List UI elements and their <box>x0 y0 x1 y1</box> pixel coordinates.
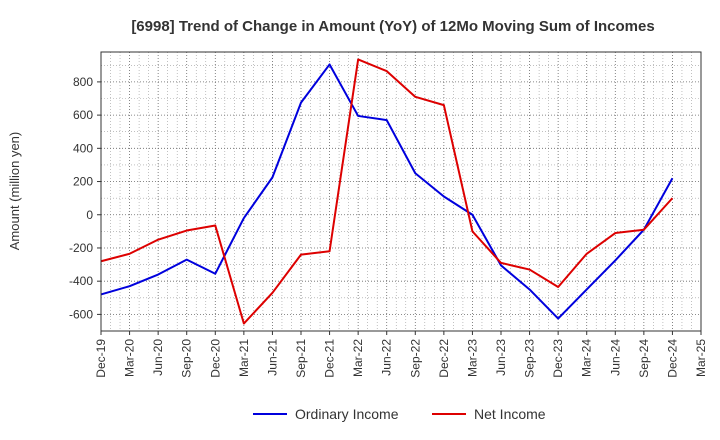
x-tick-label: Dec-19 <box>94 339 108 378</box>
y-tick-label: -600 <box>69 307 93 321</box>
y-tick-label: 800 <box>73 75 93 89</box>
x-tick-label: Sep-24 <box>637 339 651 378</box>
plot-axes: -600 -400 -200 0 200 400 600 800 Dec-19 Mar-20 Jun… <box>69 51 708 378</box>
x-tick-label: Dec-23 <box>551 339 565 378</box>
x-tick-label: Jun-20 <box>151 339 165 376</box>
x-tick-label: Jun-21 <box>265 339 279 376</box>
x-tick-label: Mar-21 <box>237 339 251 377</box>
y-tick-label: 200 <box>73 175 93 189</box>
x-tick-label: Sep-20 <box>180 339 194 378</box>
x-tick-label: Mar-23 <box>465 339 479 377</box>
x-tick-label: Mar-24 <box>580 339 594 377</box>
x-tick-label: Dec-20 <box>208 339 222 378</box>
x-tick-label: Sep-21 <box>294 339 308 378</box>
x-tick-label: Mar-25 <box>694 339 708 377</box>
legend-label-ordinary-income: Ordinary Income <box>295 406 399 422</box>
chart-title: [6998] Trend of Change in Amount (YoY) o… <box>131 18 654 35</box>
x-tick-label: Jun-24 <box>608 339 622 376</box>
plot-grid <box>100 52 702 332</box>
y-tick-label: 600 <box>73 108 93 122</box>
series-line-ordinary-income <box>100 63 674 320</box>
y-axis-label: Amount (million yen) <box>7 132 22 251</box>
x-tick-label: Sep-22 <box>408 339 422 378</box>
legend-label-net-income: Net Income <box>474 406 546 422</box>
plot-background <box>101 52 701 331</box>
x-tick-label: Dec-21 <box>323 339 337 378</box>
y-tick-label: -200 <box>69 241 93 255</box>
plot-series <box>100 58 674 325</box>
x-tick-label: Jun-22 <box>380 339 394 376</box>
x-tick-label: Mar-20 <box>123 339 137 377</box>
legend: Ordinary Income Net Income <box>253 406 546 422</box>
y-tick-label: 400 <box>73 141 93 155</box>
series-line-net-income <box>100 58 674 325</box>
x-tick-label: Sep-23 <box>523 339 537 378</box>
y-tick-label: -400 <box>69 274 93 288</box>
x-tick-label: Mar-22 <box>351 339 365 377</box>
x-tick-label: Jun-23 <box>494 339 508 376</box>
x-tick-label: Dec-22 <box>437 339 451 378</box>
y-tick-label: 0 <box>86 208 93 222</box>
plot-frame <box>100 51 702 332</box>
x-tick-label: Dec-24 <box>665 339 679 378</box>
